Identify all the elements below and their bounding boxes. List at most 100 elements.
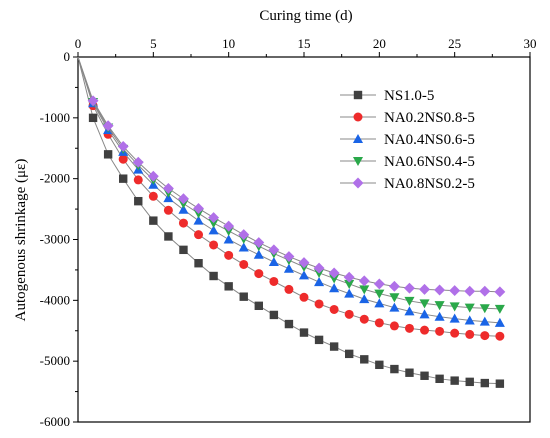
data-point xyxy=(344,279,355,289)
data-point xyxy=(239,259,249,269)
x-tick-label: 15 xyxy=(298,36,311,51)
data-point xyxy=(389,293,400,303)
legend-item: NA0.8NS0.2-5 xyxy=(340,176,475,192)
data-point xyxy=(435,326,445,336)
data-point xyxy=(269,310,279,320)
data-point xyxy=(373,278,385,290)
data-point xyxy=(313,262,325,274)
data-point xyxy=(194,230,204,240)
data-point xyxy=(450,376,459,385)
data-point xyxy=(434,284,446,296)
x-axis-title: Curing time (d) xyxy=(259,8,352,24)
data-point xyxy=(268,256,279,267)
data-point xyxy=(495,379,505,388)
x-tick-label: 20 xyxy=(373,36,386,51)
data-point xyxy=(314,335,324,345)
data-point xyxy=(419,299,430,309)
data-point xyxy=(389,321,399,331)
data-point xyxy=(254,301,263,311)
data-point xyxy=(117,140,129,152)
data-point xyxy=(119,174,128,183)
legend-label: NA0.6NS0.4-5 xyxy=(384,154,475,170)
data-point xyxy=(284,319,294,329)
data-point xyxy=(179,245,188,255)
data-point xyxy=(449,313,460,323)
data-point xyxy=(358,275,370,287)
data-point xyxy=(118,154,128,164)
data-point xyxy=(223,220,235,232)
data-point xyxy=(420,371,429,380)
data-point xyxy=(208,212,220,224)
x-tick-label: 10 xyxy=(222,36,235,51)
data-point xyxy=(254,269,264,279)
x-tick-label: 25 xyxy=(448,36,461,51)
x-tick-label: 30 xyxy=(524,36,537,51)
data-point xyxy=(193,215,204,225)
data-point xyxy=(208,219,219,229)
data-point xyxy=(390,364,399,374)
data-point xyxy=(479,304,490,314)
legend-item: NS1.0-5 xyxy=(340,88,434,104)
data-point xyxy=(88,113,98,123)
data-point xyxy=(87,95,99,107)
y-tick-label: -4000 xyxy=(40,292,70,307)
data-point xyxy=(178,193,189,205)
data-point xyxy=(209,240,219,250)
series-3 xyxy=(77,56,505,327)
data-point xyxy=(494,304,505,314)
data-point xyxy=(404,323,414,333)
data-point xyxy=(449,285,461,297)
series-2 xyxy=(77,56,505,341)
data-point xyxy=(374,298,385,308)
data-point xyxy=(329,304,339,314)
data-point xyxy=(178,204,189,214)
series-line xyxy=(77,56,500,337)
data-point xyxy=(148,191,158,201)
data-point xyxy=(239,292,248,301)
data-point xyxy=(344,309,354,319)
data-point xyxy=(435,374,444,384)
series-layer xyxy=(77,56,506,388)
data-point xyxy=(163,205,173,215)
legend-label: NA0.4NS0.6-5 xyxy=(384,132,475,148)
data-point xyxy=(299,292,309,302)
data-point xyxy=(345,349,354,359)
data-point xyxy=(494,317,505,327)
data-point xyxy=(374,289,385,299)
data-point xyxy=(419,283,430,295)
data-point xyxy=(314,277,325,287)
y-tick-label: 0 xyxy=(64,49,71,64)
data-point xyxy=(388,280,400,292)
legend-item: NA0.2NS0.8-5 xyxy=(340,110,475,126)
legend-marker xyxy=(353,112,363,122)
y-axis: 0 -1000 -2000 -3000 -4000 -5000 -6000 xyxy=(40,49,78,429)
data-point xyxy=(420,325,430,335)
legend-label: NS1.0-5 xyxy=(384,88,434,104)
data-point xyxy=(102,120,114,132)
data-point xyxy=(223,234,234,244)
data-point xyxy=(284,284,294,294)
data-point xyxy=(149,216,158,225)
data-point xyxy=(178,218,188,228)
data-point xyxy=(103,150,113,159)
data-point xyxy=(465,329,475,339)
data-point xyxy=(209,271,218,281)
y-tick-label: -6000 xyxy=(40,414,70,429)
data-point xyxy=(374,318,384,328)
data-point xyxy=(314,299,324,309)
data-point xyxy=(480,378,489,388)
data-point xyxy=(224,250,234,260)
data-point xyxy=(193,203,204,214)
data-point xyxy=(464,303,475,313)
data-point xyxy=(269,276,279,286)
data-point xyxy=(404,306,415,316)
data-point xyxy=(450,328,460,338)
data-point xyxy=(299,328,309,337)
data-point xyxy=(360,355,369,364)
y-axis-title: Autogenous shrinkage (με) xyxy=(13,159,29,322)
data-point xyxy=(253,237,265,249)
legend-item: NA0.4NS0.6-5 xyxy=(340,132,475,148)
data-point xyxy=(359,285,370,295)
data-point xyxy=(328,267,340,279)
